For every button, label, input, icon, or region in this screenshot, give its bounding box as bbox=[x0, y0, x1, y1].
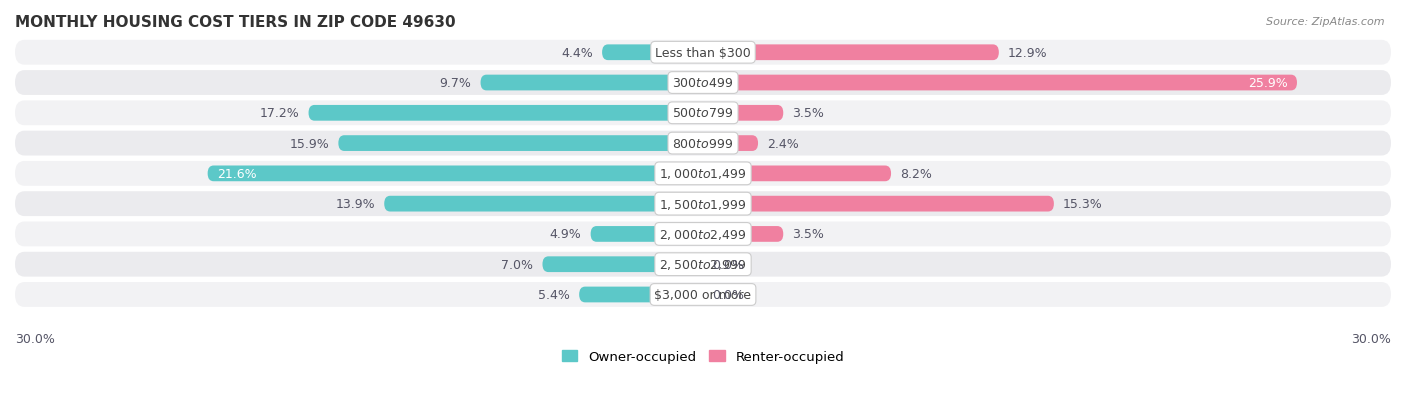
Text: Less than $300: Less than $300 bbox=[655, 47, 751, 59]
Text: 30.0%: 30.0% bbox=[1351, 332, 1391, 346]
FancyBboxPatch shape bbox=[15, 101, 1391, 126]
Text: 8.2%: 8.2% bbox=[900, 167, 932, 180]
FancyBboxPatch shape bbox=[703, 76, 1296, 91]
Text: Source: ZipAtlas.com: Source: ZipAtlas.com bbox=[1267, 17, 1385, 26]
Text: 9.7%: 9.7% bbox=[440, 77, 471, 90]
FancyBboxPatch shape bbox=[703, 106, 783, 121]
FancyBboxPatch shape bbox=[15, 71, 1391, 96]
FancyBboxPatch shape bbox=[15, 222, 1391, 247]
Text: 0.0%: 0.0% bbox=[713, 288, 744, 301]
FancyBboxPatch shape bbox=[703, 166, 891, 182]
Text: 4.9%: 4.9% bbox=[550, 228, 582, 241]
Text: $1,500 to $1,999: $1,500 to $1,999 bbox=[659, 197, 747, 211]
FancyBboxPatch shape bbox=[703, 226, 783, 242]
Legend: Owner-occupied, Renter-occupied: Owner-occupied, Renter-occupied bbox=[561, 350, 845, 363]
Text: 12.9%: 12.9% bbox=[1008, 47, 1047, 59]
FancyBboxPatch shape bbox=[602, 45, 703, 61]
FancyBboxPatch shape bbox=[481, 76, 703, 91]
Text: 13.9%: 13.9% bbox=[336, 198, 375, 211]
Text: $2,000 to $2,499: $2,000 to $2,499 bbox=[659, 228, 747, 241]
Text: 15.3%: 15.3% bbox=[1063, 198, 1102, 211]
FancyBboxPatch shape bbox=[591, 226, 703, 242]
Text: MONTHLY HOUSING COST TIERS IN ZIP CODE 49630: MONTHLY HOUSING COST TIERS IN ZIP CODE 4… bbox=[15, 15, 456, 30]
Text: 4.4%: 4.4% bbox=[561, 47, 593, 59]
Text: $800 to $999: $800 to $999 bbox=[672, 137, 734, 150]
FancyBboxPatch shape bbox=[703, 136, 758, 152]
FancyBboxPatch shape bbox=[384, 196, 703, 212]
FancyBboxPatch shape bbox=[15, 41, 1391, 66]
Text: 17.2%: 17.2% bbox=[260, 107, 299, 120]
Text: 0.0%: 0.0% bbox=[713, 258, 744, 271]
FancyBboxPatch shape bbox=[579, 287, 703, 303]
Text: 2.4%: 2.4% bbox=[768, 137, 799, 150]
FancyBboxPatch shape bbox=[543, 257, 703, 273]
Text: 3.5%: 3.5% bbox=[793, 228, 824, 241]
FancyBboxPatch shape bbox=[208, 166, 703, 182]
Text: $2,500 to $2,999: $2,500 to $2,999 bbox=[659, 258, 747, 272]
FancyBboxPatch shape bbox=[15, 192, 1391, 216]
Text: 30.0%: 30.0% bbox=[15, 332, 55, 346]
FancyBboxPatch shape bbox=[308, 106, 703, 121]
FancyBboxPatch shape bbox=[15, 131, 1391, 156]
FancyBboxPatch shape bbox=[15, 252, 1391, 277]
Text: $300 to $499: $300 to $499 bbox=[672, 77, 734, 90]
Text: $3,000 or more: $3,000 or more bbox=[655, 288, 751, 301]
Text: 7.0%: 7.0% bbox=[502, 258, 533, 271]
FancyBboxPatch shape bbox=[15, 161, 1391, 186]
Text: 3.5%: 3.5% bbox=[793, 107, 824, 120]
Text: $500 to $799: $500 to $799 bbox=[672, 107, 734, 120]
Text: 21.6%: 21.6% bbox=[217, 167, 256, 180]
Text: 25.9%: 25.9% bbox=[1249, 77, 1288, 90]
FancyBboxPatch shape bbox=[703, 45, 998, 61]
Text: $1,000 to $1,499: $1,000 to $1,499 bbox=[659, 167, 747, 181]
FancyBboxPatch shape bbox=[339, 136, 703, 152]
FancyBboxPatch shape bbox=[15, 282, 1391, 307]
Text: 5.4%: 5.4% bbox=[538, 288, 569, 301]
FancyBboxPatch shape bbox=[703, 196, 1054, 212]
Text: 15.9%: 15.9% bbox=[290, 137, 329, 150]
